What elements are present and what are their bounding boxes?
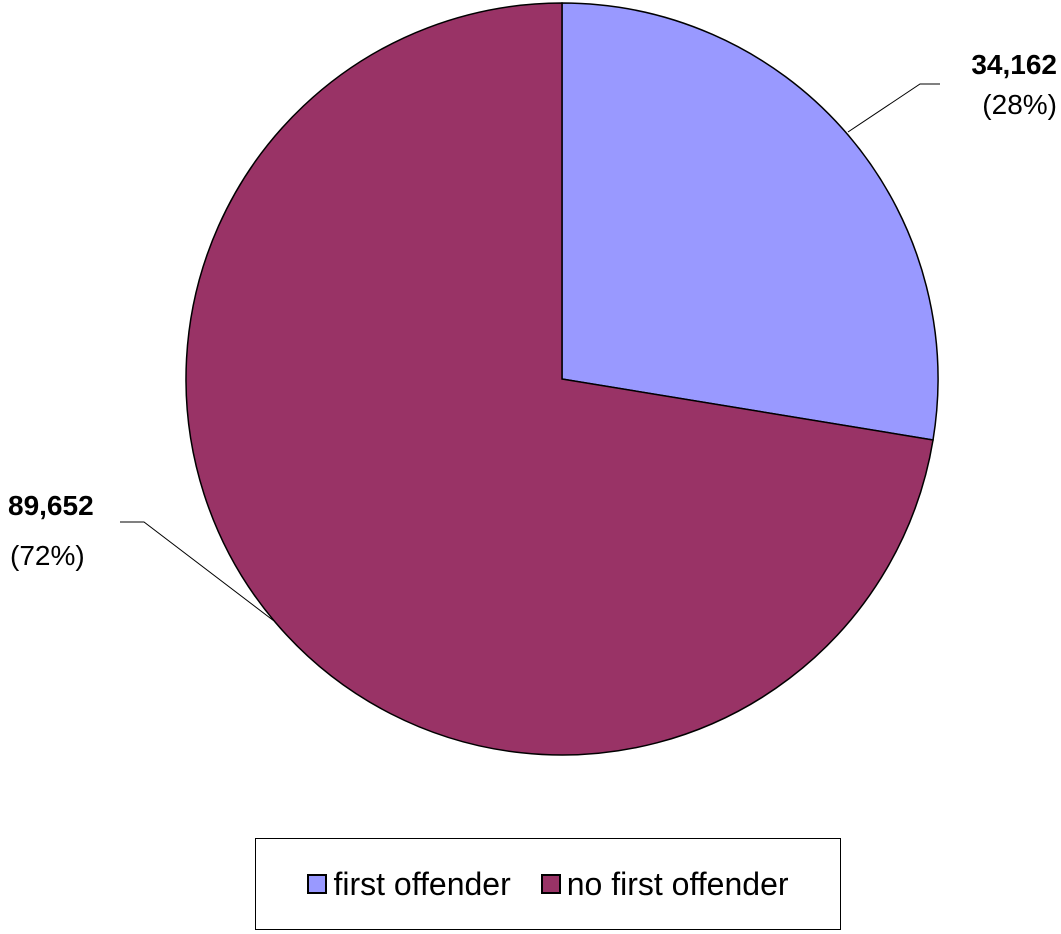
pie-slice-first-offender <box>561 2 939 441</box>
leader-line-first-offender <box>847 83 940 133</box>
legend-label-first-offender: first offender <box>333 865 511 902</box>
pie-slices <box>185 2 939 756</box>
legend-item-no-first-offender: no first offender <box>540 865 789 903</box>
legend-label-no-first-offender: no first offender <box>566 865 789 902</box>
value-label-no-first-offender: 89,652 <box>8 490 94 521</box>
chart-legend: first offender no first offender <box>255 838 841 930</box>
percent-label-first-offender: (28%) <box>982 89 1057 120</box>
value-label-first-offender: 34,162 <box>971 49 1057 80</box>
percent-label-no-first-offender: (72%) <box>10 540 85 571</box>
legend-item-first-offender: first offender <box>307 865 511 903</box>
pie-slice-no-first-offender <box>185 2 934 756</box>
legend-swatch-no-first-offender <box>540 874 561 894</box>
legend-swatch-first-offender <box>307 874 328 894</box>
leader-line-no-first-offender <box>120 521 275 622</box>
